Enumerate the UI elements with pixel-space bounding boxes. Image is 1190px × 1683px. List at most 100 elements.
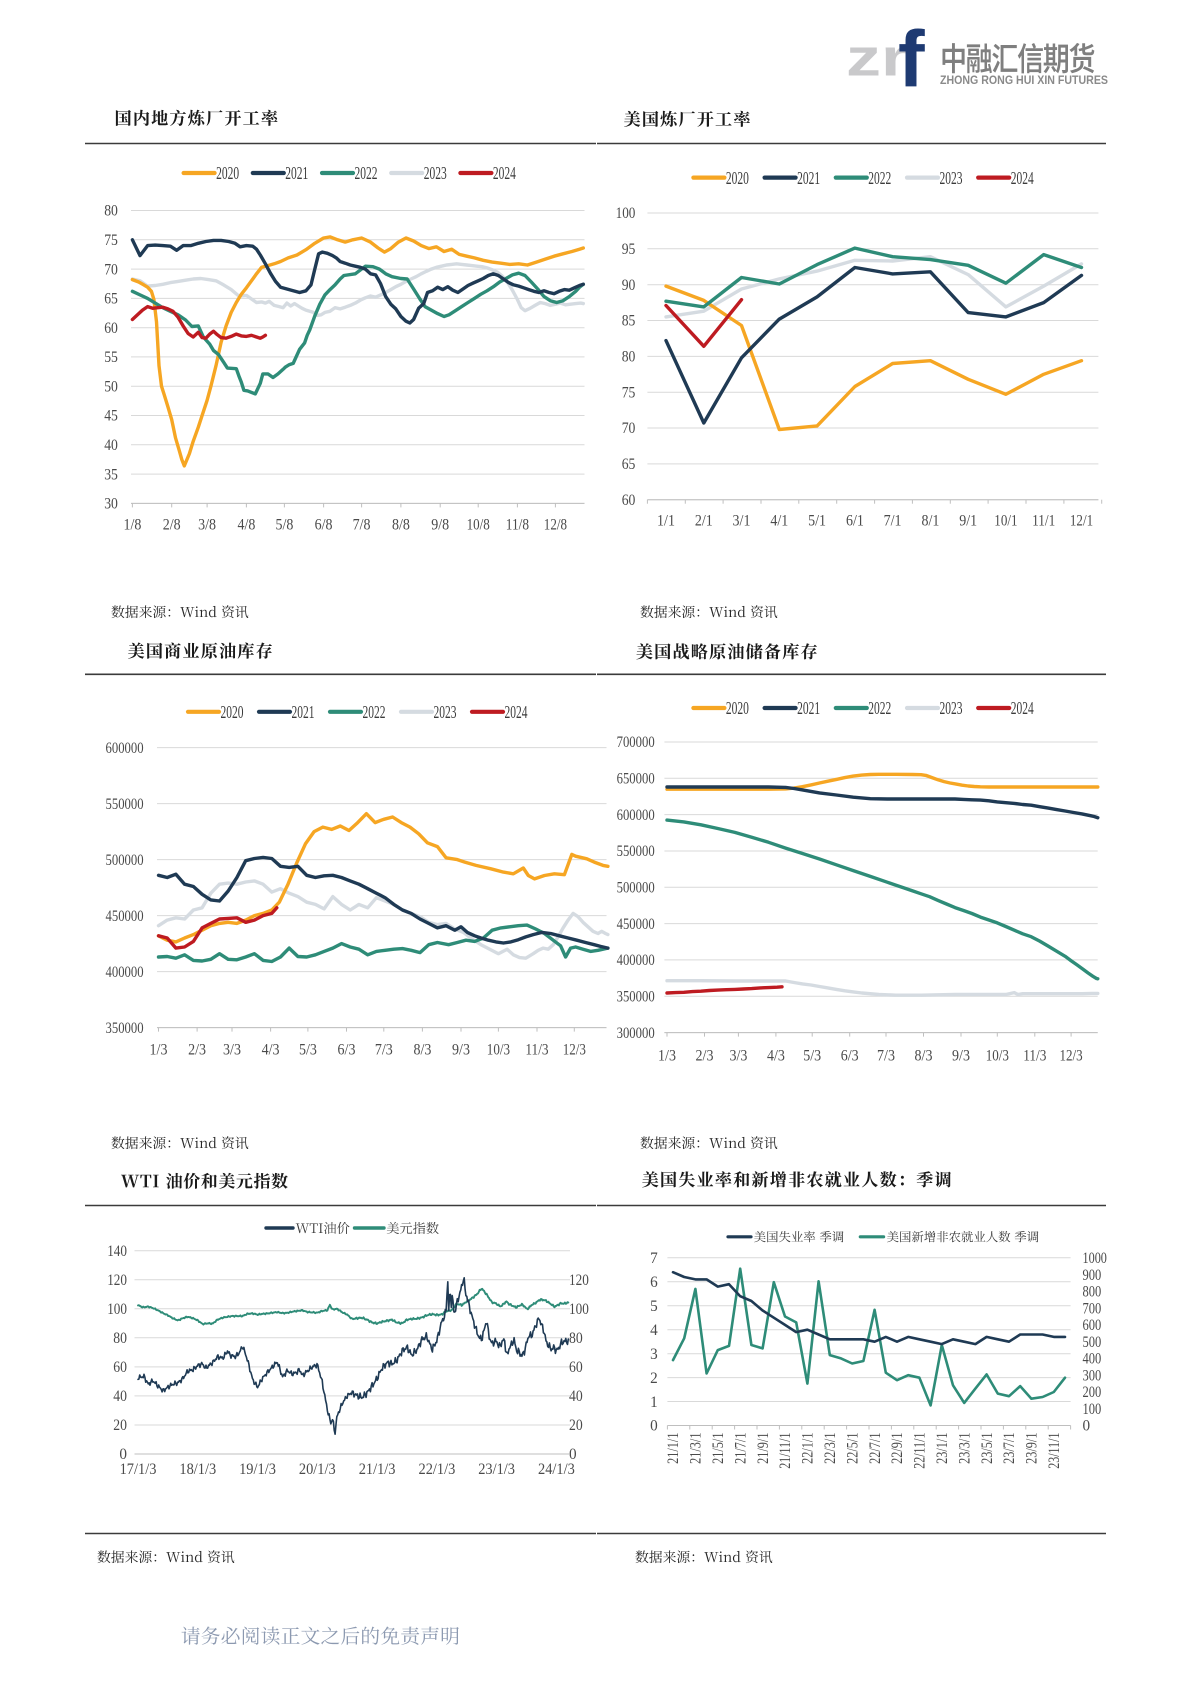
svg-text:20/1/3: 20/1/3 [299, 1461, 336, 1478]
svg-text:23/9/1: 23/9/1 [1024, 1433, 1041, 1464]
svg-text:18/1/3: 18/1/3 [179, 1461, 216, 1478]
svg-text:2021: 2021 [797, 698, 820, 718]
svg-text:21/9/1: 21/9/1 [755, 1433, 772, 1464]
svg-text:zr: zr [846, 29, 908, 88]
svg-text:21/5/1: 21/5/1 [710, 1433, 727, 1464]
svg-text:20: 20 [569, 1417, 583, 1434]
svg-text:2024: 2024 [505, 702, 528, 722]
svg-text:120: 120 [569, 1272, 589, 1289]
svg-text:550000: 550000 [106, 796, 144, 813]
svg-text:6/3: 6/3 [841, 1048, 859, 1065]
svg-text:600000: 600000 [106, 740, 144, 757]
svg-text:4/3: 4/3 [262, 1042, 280, 1059]
svg-text:23/3/1: 23/3/1 [956, 1433, 973, 1464]
svg-text:22/1/3: 22/1/3 [419, 1461, 456, 1478]
svg-text:400: 400 [1083, 1351, 1102, 1368]
svg-text:400000: 400000 [106, 964, 144, 981]
svg-text:120: 120 [107, 1272, 127, 1289]
svg-text:2022: 2022 [355, 163, 378, 183]
svg-text:60: 60 [113, 1359, 127, 1376]
svg-text:12/3: 12/3 [1060, 1048, 1083, 1065]
svg-text:4/8: 4/8 [237, 517, 255, 534]
svg-text:600: 600 [1083, 1317, 1102, 1334]
svg-text:2022: 2022 [868, 698, 891, 718]
svg-text:0: 0 [650, 1418, 658, 1435]
svg-text:5/1: 5/1 [808, 513, 826, 530]
svg-text:5/3: 5/3 [803, 1048, 821, 1065]
svg-text:50: 50 [104, 378, 118, 395]
svg-text:22/1/1: 22/1/1 [800, 1433, 817, 1464]
svg-text:23/7/1: 23/7/1 [1001, 1433, 1018, 1464]
svg-text:11/8: 11/8 [506, 517, 529, 534]
svg-text:45: 45 [104, 408, 118, 425]
svg-text:140: 140 [107, 1243, 127, 1260]
svg-text:500: 500 [1083, 1334, 1102, 1351]
svg-text:21/1/3: 21/1/3 [359, 1461, 396, 1478]
svg-text:70: 70 [622, 420, 636, 437]
svg-text:20: 20 [113, 1417, 127, 1434]
svg-text:10/3: 10/3 [487, 1042, 510, 1059]
svg-text:0: 0 [119, 1446, 127, 1463]
svg-text:2024: 2024 [1011, 698, 1034, 718]
svg-text:2022: 2022 [363, 702, 386, 722]
svg-text:60: 60 [104, 320, 118, 337]
svg-text:2024: 2024 [1011, 168, 1034, 188]
svg-text:55: 55 [104, 349, 118, 366]
svg-text:23/11/1: 23/11/1 [1046, 1433, 1063, 1469]
svg-text:21/7/1: 21/7/1 [732, 1433, 749, 1464]
svg-text:22/7/1: 22/7/1 [867, 1433, 884, 1464]
svg-text:40: 40 [569, 1388, 583, 1405]
svg-text:7/8: 7/8 [353, 517, 371, 534]
svg-text:22/5/1: 22/5/1 [844, 1433, 861, 1464]
svg-text:22/3/1: 22/3/1 [822, 1433, 839, 1464]
svg-text:80: 80 [569, 1330, 583, 1347]
svg-text:75: 75 [104, 232, 118, 249]
svg-text:200: 200 [1083, 1384, 1102, 1401]
svg-text:10/8: 10/8 [467, 517, 490, 534]
svg-text:7/3: 7/3 [375, 1042, 393, 1059]
svg-text:100: 100 [107, 1301, 127, 1318]
svg-text:11/3: 11/3 [1023, 1048, 1046, 1065]
svg-text:2/1: 2/1 [695, 513, 713, 530]
svg-text:11/3: 11/3 [525, 1042, 548, 1059]
svg-text:10/1: 10/1 [994, 513, 1017, 530]
svg-text:300: 300 [1083, 1367, 1102, 1384]
svg-text:17/1/3: 17/1/3 [120, 1461, 157, 1478]
svg-text:90: 90 [622, 277, 636, 294]
svg-text:22/9/1: 22/9/1 [889, 1433, 906, 1464]
svg-text:23/5/1: 23/5/1 [979, 1433, 996, 1464]
svg-text:10/3: 10/3 [986, 1048, 1009, 1065]
svg-text:70: 70 [104, 261, 118, 278]
svg-text:6/3: 6/3 [338, 1042, 356, 1059]
svg-text:1000: 1000 [1083, 1250, 1107, 1267]
svg-text:3/3: 3/3 [729, 1048, 747, 1065]
svg-text:400000: 400000 [617, 952, 655, 969]
svg-text:22/11/1: 22/11/1 [912, 1433, 929, 1469]
svg-text:450000: 450000 [617, 916, 655, 933]
svg-text:30: 30 [104, 496, 118, 513]
svg-text:12/3: 12/3 [563, 1042, 586, 1059]
svg-text:2/3: 2/3 [188, 1042, 206, 1059]
svg-text:2023: 2023 [434, 702, 457, 722]
svg-text:2/3: 2/3 [696, 1048, 714, 1065]
svg-text:1/8: 1/8 [123, 517, 141, 534]
svg-text:300000: 300000 [617, 1025, 655, 1042]
svg-text:500000: 500000 [617, 880, 655, 897]
svg-text:2023: 2023 [940, 168, 963, 188]
svg-text:3/3: 3/3 [223, 1042, 241, 1059]
svg-text:21/11/1: 21/11/1 [777, 1433, 794, 1469]
svg-text:85: 85 [622, 313, 636, 330]
svg-text:1/1: 1/1 [657, 513, 675, 530]
svg-text:19/1/3: 19/1/3 [239, 1461, 276, 1478]
svg-text:9/8: 9/8 [431, 517, 449, 534]
svg-text:2024: 2024 [493, 163, 516, 183]
svg-text:100: 100 [1083, 1401, 1102, 1418]
svg-text:7/3: 7/3 [877, 1048, 895, 1065]
svg-text:1/3: 1/3 [150, 1042, 168, 1059]
svg-text:2023: 2023 [940, 698, 963, 718]
svg-text:7/1: 7/1 [884, 513, 902, 530]
svg-text:75: 75 [622, 384, 636, 401]
svg-text:650000: 650000 [617, 771, 655, 788]
svg-text:f: f [898, 15, 925, 104]
svg-text:95: 95 [622, 241, 636, 258]
